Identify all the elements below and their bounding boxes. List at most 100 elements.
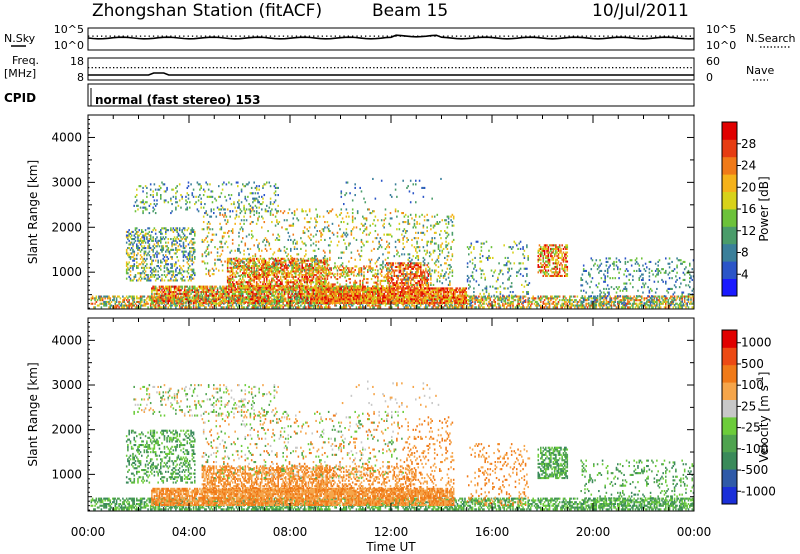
power-cell [343, 291, 345, 294]
power-cell [237, 288, 239, 291]
power-cell [552, 302, 555, 305]
nave-dot [319, 67, 321, 69]
power-cell [185, 301, 187, 304]
power-cell [99, 297, 101, 300]
power-cell [312, 304, 315, 307]
power-cell [248, 265, 250, 268]
power-cell [358, 292, 360, 295]
power-cell [348, 289, 350, 292]
power-cell [197, 304, 200, 307]
power-cell [433, 304, 436, 307]
power-cell [279, 292, 282, 295]
power-cell [418, 296, 421, 299]
power-cell [183, 296, 186, 299]
power-cell [550, 295, 552, 298]
power-cell [370, 298, 373, 301]
power-cell [226, 291, 229, 294]
power-cell [197, 300, 200, 303]
power-cell [386, 302, 388, 305]
power-cell [610, 300, 613, 303]
power-cell [613, 302, 615, 305]
power-cell [392, 291, 394, 294]
power-cell [307, 294, 310, 297]
power-cell [255, 304, 258, 307]
power-cell [407, 296, 409, 299]
power-cell [398, 298, 401, 301]
power-cell [320, 304, 322, 307]
power-cell [311, 300, 314, 303]
power-cell [345, 298, 348, 301]
power-cell [638, 306, 641, 309]
power-cell [339, 306, 341, 309]
power-cell [402, 294, 404, 297]
power-cell [238, 294, 240, 297]
power-cell [341, 301, 344, 304]
power-cell [239, 270, 242, 273]
power-cell [522, 297, 524, 300]
power-cell [562, 295, 565, 298]
power-cell [137, 297, 139, 300]
power-cell [629, 297, 632, 300]
power-cell [200, 301, 202, 304]
power-cell [372, 296, 374, 299]
power-cell [499, 306, 502, 309]
power-cell [94, 306, 96, 309]
power-cell [171, 294, 173, 297]
power-cell [340, 300, 343, 303]
power-cell [276, 283, 278, 286]
power-cell [629, 306, 632, 309]
power-cell [384, 298, 387, 301]
power-cell [436, 300, 439, 303]
nsky-tick-bottom: 10^0 [54, 39, 84, 52]
power-cell [338, 289, 340, 292]
power-cell [363, 296, 365, 299]
power-cell [564, 295, 566, 298]
power-cell [291, 285, 293, 288]
power-cell [368, 296, 370, 299]
date-title: 10/Jul/2011 [592, 1, 689, 21]
power-cell [244, 296, 247, 299]
power-cell [317, 304, 320, 307]
power-cell [156, 298, 158, 301]
power-cell [274, 292, 277, 295]
nave-dot [276, 67, 279, 69]
power-cell [356, 300, 359, 303]
power-cell [281, 281, 283, 284]
power-cell [288, 291, 291, 294]
power-cell [264, 289, 267, 292]
power-cell [305, 301, 307, 304]
power-cell [99, 302, 101, 305]
power-cell [325, 306, 327, 309]
power-cell [641, 297, 643, 300]
power-cell [509, 304, 512, 307]
power-cell [264, 306, 267, 309]
power-cell [153, 296, 156, 299]
nave-dot [191, 67, 193, 69]
power-cell [461, 292, 464, 295]
power-cell [451, 287, 454, 290]
power-cell [305, 296, 307, 299]
power-cell [132, 300, 134, 303]
power-cell [243, 301, 245, 304]
power-cell [325, 300, 327, 303]
power-cell [254, 306, 257, 309]
power-cell [296, 296, 298, 299]
power-cell [546, 297, 548, 300]
power-cell [201, 287, 204, 290]
power-cell [571, 304, 574, 307]
power-cell [354, 301, 356, 304]
power-cell [478, 300, 480, 303]
power-cell [325, 298, 327, 301]
power-cell [298, 294, 301, 297]
power-cell [268, 261, 271, 264]
power-cell [247, 304, 249, 307]
power-cell [319, 294, 321, 297]
power-cell [354, 300, 356, 303]
power-cell [192, 294, 195, 297]
power-cell [103, 300, 105, 303]
power-cell [268, 295, 271, 298]
power-cell [224, 292, 226, 295]
power-cell [235, 302, 238, 305]
power-cell [167, 306, 170, 309]
power-cell [187, 300, 190, 303]
